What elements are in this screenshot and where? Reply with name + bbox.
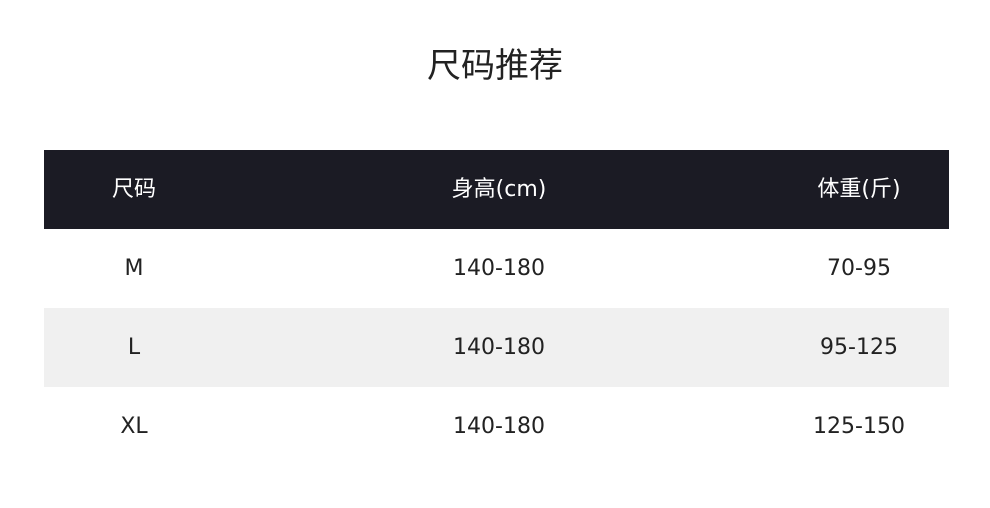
cell-height: 140-180 xyxy=(453,414,545,439)
table-row: M 140-180 70-95 xyxy=(44,229,949,308)
cell-size: L xyxy=(127,335,141,360)
header-size: 尺码 xyxy=(111,177,156,202)
cell-weight: 125-150 xyxy=(813,414,905,439)
table-row: XL 140-180 125-150 xyxy=(44,387,949,466)
header-height: 身高(cm) xyxy=(451,177,547,202)
cell-height: 140-180 xyxy=(453,256,545,281)
size-table: 尺码 身高(cm) 体重(斤) M 140-180 70-95 L 140-18… xyxy=(44,150,949,466)
cell-size: M xyxy=(124,256,144,281)
cell-size: XL xyxy=(120,414,148,439)
table-row: L 140-180 95-125 xyxy=(44,308,949,387)
table-header: 尺码 身高(cm) 体重(斤) xyxy=(44,150,949,229)
cell-weight: 70-95 xyxy=(827,256,891,281)
cell-height: 140-180 xyxy=(453,335,545,360)
cell-weight: 95-125 xyxy=(820,335,898,360)
header-weight: 体重(斤) xyxy=(817,177,901,202)
page-title: 尺码推荐 xyxy=(427,46,563,86)
